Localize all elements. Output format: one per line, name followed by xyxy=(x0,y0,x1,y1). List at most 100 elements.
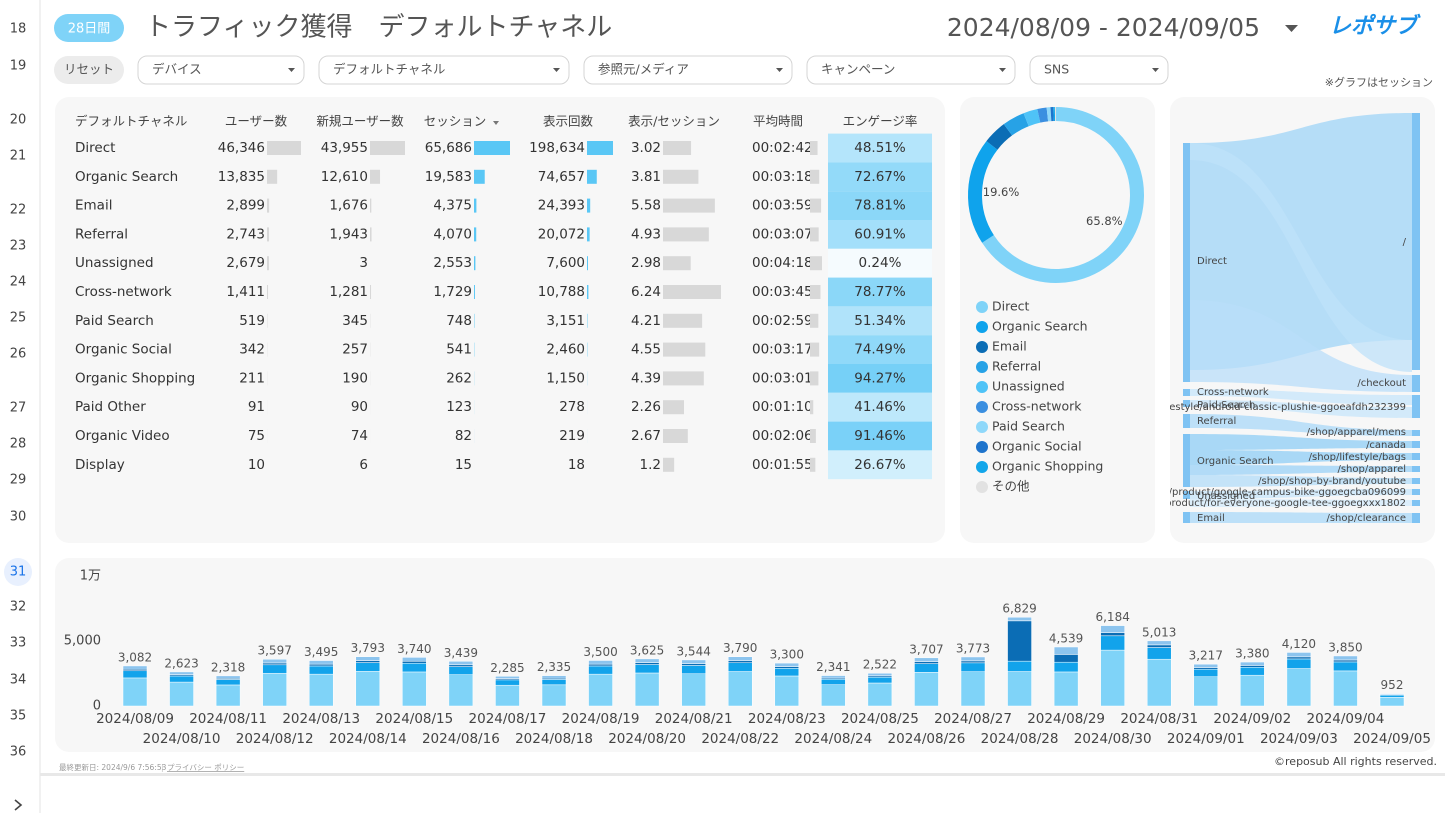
cell-value: 2,743 xyxy=(226,226,265,242)
cell-bar xyxy=(810,457,816,472)
cell-bar xyxy=(663,227,709,242)
legend-label: Unassigned xyxy=(992,379,1065,394)
legend-swatch xyxy=(976,361,988,373)
bar-segment xyxy=(727,662,753,672)
filter-dropdown[interactable] xyxy=(806,55,1016,85)
filter-dropdown[interactable] xyxy=(137,55,305,85)
engagement-cell xyxy=(828,248,932,278)
bar-segment xyxy=(1053,646,1079,655)
bar-segment xyxy=(308,673,334,707)
bar-card xyxy=(55,558,1435,752)
sankey-node xyxy=(1412,395,1420,418)
legend-label: Paid Search xyxy=(992,419,1065,434)
filter-dropdown-label[interactable]: 参照元/メディア xyxy=(598,62,689,77)
period-badge[interactable] xyxy=(54,14,124,42)
sankey-flow xyxy=(1190,434,1412,450)
privacy-link[interactable]: プライバシー ポリシー xyxy=(167,763,244,772)
bar-total-label: 952 xyxy=(1381,678,1404,692)
cell-bar xyxy=(810,169,820,184)
row-number: 24 xyxy=(10,275,27,290)
sankey-target-label: /shop/clearance xyxy=(1326,513,1406,524)
cell-value: 46,346 xyxy=(218,140,265,156)
bar-segment xyxy=(215,675,241,679)
row-number: 31 xyxy=(10,565,27,580)
filter-dropdown[interactable] xyxy=(1029,55,1169,85)
cell-bar xyxy=(587,285,589,299)
x-tick-label: 2024/08/14 xyxy=(329,731,407,747)
cell-value: 72.67% xyxy=(854,169,906,185)
dropdown-arrow xyxy=(776,68,783,72)
date-dropdown-arrow[interactable] xyxy=(1285,25,1298,32)
table-header: 平均時間 xyxy=(753,114,803,129)
sankey-node xyxy=(1412,466,1420,472)
bar-segment xyxy=(821,684,846,707)
bar-segment xyxy=(727,671,753,707)
bar-segment xyxy=(914,672,939,707)
bar-total-label: 2,623 xyxy=(164,656,198,670)
row-number: 33 xyxy=(10,636,27,651)
bar-total-label: 3,850 xyxy=(1328,640,1362,654)
x-tick-label: 2024/08/15 xyxy=(375,711,453,727)
bar-segment xyxy=(588,673,613,707)
cell-value: 3,151 xyxy=(546,313,585,329)
channel-name: Referral xyxy=(75,226,128,242)
cell-bar xyxy=(370,285,372,299)
donut-label: 65.8% xyxy=(1086,214,1123,228)
sidebar-toggle[interactable] xyxy=(14,799,23,811)
legend-swatch xyxy=(976,401,988,413)
filter-dropdown[interactable] xyxy=(318,55,570,85)
sankey-node xyxy=(1183,434,1190,487)
bar-total-label: 3,380 xyxy=(1235,647,1269,661)
cell-value: 10 xyxy=(248,457,265,473)
cell-bar xyxy=(267,169,278,184)
bar-segment xyxy=(169,675,194,683)
date-range[interactable]: 2024/08/09 - 2024/09/05 xyxy=(947,13,1260,42)
cell-value: 91.46% xyxy=(854,428,906,444)
cell-value: 90 xyxy=(351,399,368,415)
filter-dropdown-label[interactable]: デフォルトチャネル xyxy=(333,62,445,77)
bar-segment xyxy=(1053,654,1079,663)
y-tick-label: 1万 xyxy=(80,569,101,584)
sankey-target-label: /shop/lifestyle/bags xyxy=(1309,452,1406,463)
cell-value: 00:04:18 xyxy=(752,255,813,271)
legend-label: その他 xyxy=(992,479,1030,494)
bar-segment xyxy=(634,672,660,707)
x-tick-label: 2024/08/19 xyxy=(562,711,640,727)
period-badge-text[interactable]: 28日間 xyxy=(68,22,111,37)
engagement-cell xyxy=(828,277,932,307)
x-tick-label: 2024/08/13 xyxy=(282,711,360,727)
cell-bar xyxy=(587,256,588,271)
cell-bar xyxy=(810,285,821,299)
cell-value: 24,393 xyxy=(538,198,585,214)
dropdown-arrow xyxy=(553,68,560,72)
reset-button[interactable] xyxy=(54,56,124,84)
cell-bar xyxy=(663,198,715,213)
bar-segment xyxy=(681,659,706,664)
filter-dropdown-label[interactable]: キャンペーン xyxy=(821,62,895,77)
bar-segment xyxy=(1100,635,1125,651)
filter-dropdown-label[interactable]: デバイス xyxy=(152,62,202,77)
cell-bar xyxy=(663,256,691,271)
bar-segment xyxy=(402,662,427,673)
filter-dropdown[interactable] xyxy=(583,55,793,85)
table-header: エンゲージ率 xyxy=(843,114,918,129)
cell-value: 00:02:06 xyxy=(752,428,813,444)
sankey-node xyxy=(1412,478,1420,484)
bar-segment xyxy=(262,662,287,666)
cell-value: 2.67 xyxy=(631,428,661,444)
row-number: 21 xyxy=(10,149,27,164)
bar-segment xyxy=(774,668,800,677)
x-tick-label: 2024/09/02 xyxy=(1213,711,1291,727)
reset-button-text[interactable]: リセット xyxy=(64,62,114,77)
x-tick-label: 2024/08/17 xyxy=(469,711,547,727)
cell-value: 4,070 xyxy=(433,226,472,242)
footer-rule xyxy=(40,773,1445,776)
bar-total-label: 3,544 xyxy=(676,644,710,658)
cell-bar xyxy=(663,429,688,443)
donut-label: 19.6% xyxy=(983,185,1020,199)
legend-swatch xyxy=(976,321,988,333)
filter-dropdown-label[interactable]: SNS xyxy=(1044,62,1069,77)
chart-note: ※グラフはセッション xyxy=(1325,75,1433,89)
bar-segment xyxy=(1146,644,1172,648)
row-number: 28 xyxy=(10,437,27,452)
